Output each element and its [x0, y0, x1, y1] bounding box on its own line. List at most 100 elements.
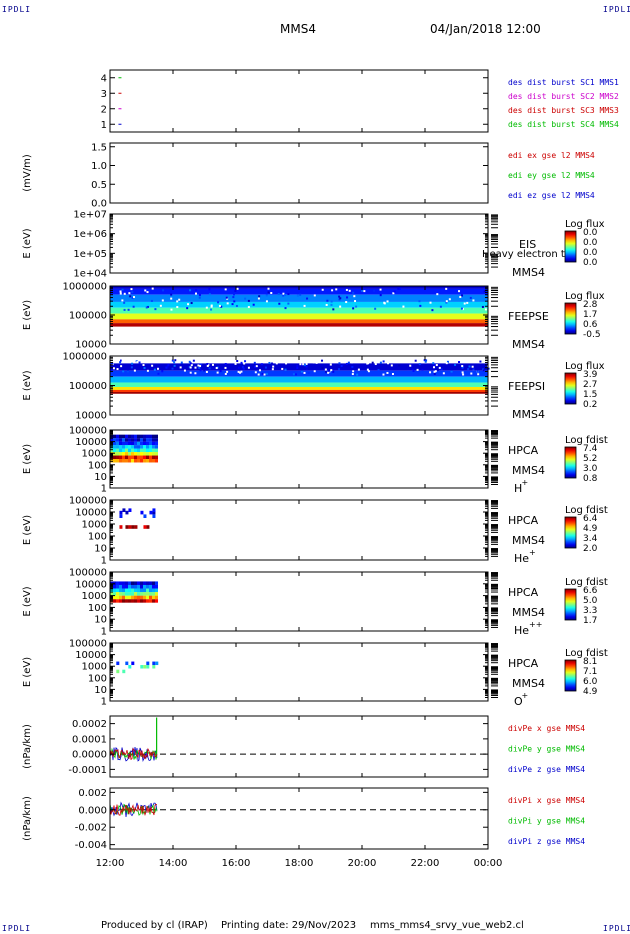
heatmap-speckle: [435, 364, 438, 367]
spacecraft-title: MMS4: [280, 22, 316, 36]
spacecraft-label: MMS4: [512, 677, 545, 690]
y-tick-label: 10: [94, 685, 107, 696]
corner-label-bottom-left: IPDLI: [2, 924, 32, 933]
heatmap-speckle: [412, 369, 415, 372]
heatmap-speckle: [470, 372, 473, 375]
colorbar-label: 8.1: [583, 657, 597, 667]
species-label: He: [514, 552, 529, 565]
heatmap-cell: [134, 588, 137, 593]
y-tick-label: 100: [88, 603, 107, 614]
heatmap-speckle: [351, 365, 354, 368]
heatmap-speckle: [471, 365, 474, 368]
heatmap-speckle: [386, 371, 389, 374]
heatmap-cell: [113, 588, 116, 593]
heatmap-speckle: [363, 290, 366, 293]
heatmap-speckle: [121, 299, 124, 302]
heatmap-speckle: [244, 360, 247, 363]
heatmap-cell: [152, 448, 155, 453]
colorbar-title: Log flux: [565, 361, 605, 372]
heatmap-speckle: [240, 361, 243, 364]
heatmap-speckle: [386, 300, 389, 303]
colorbar-label: 6.4: [583, 514, 598, 524]
legend-entry: edi ez gse l2 MMS4: [508, 191, 595, 200]
colorbar-label: 0.0: [583, 248, 598, 258]
heatmap-cell: [155, 455, 158, 459]
x-tick-label: 18:00: [285, 858, 314, 869]
heatmap-speckle: [393, 290, 396, 293]
heatmap-speckle: [267, 291, 270, 294]
heatmap-cell: [113, 584, 116, 589]
heatmap-speckle: [468, 365, 471, 368]
heatmap-cell: [143, 459, 146, 463]
heatmap-cell: [128, 595, 131, 600]
heatmap-speckle: [242, 367, 245, 370]
heatmap-speckle: [126, 370, 129, 373]
y-tick-label: 1000: [82, 449, 107, 460]
heatmap-cell: [137, 588, 140, 593]
panel-divpi: 0.002 0.000 -0.002 -0.004 (nPa/km) divPi x gs…: [22, 787, 585, 851]
y-tick-label: 2: [101, 104, 107, 115]
colorbar-title: Log fdist: [565, 435, 608, 446]
heatmap-speckle: [176, 300, 179, 303]
heatmap-cell: [137, 438, 140, 442]
species-charge: +: [522, 691, 529, 700]
heatmap-cell: [137, 455, 140, 459]
heatmap-speckle: [226, 302, 229, 305]
heatmap-speckle: [416, 368, 419, 371]
heatmap-cell: [125, 452, 128, 456]
heatmap-speckle: [303, 304, 306, 307]
heatmap-speckle: [176, 306, 179, 309]
panel-feepsi: 1000000 100000 10000 E (eV) FEEPSI MMS4 Log fl…: [22, 352, 605, 422]
heatmap-speckle: [130, 288, 133, 291]
heatmap-cell: [116, 599, 119, 603]
heatmap-cell: [116, 588, 119, 593]
heatmap-speckle: [138, 361, 141, 364]
heatmap-cell: [125, 510, 129, 515]
heatmap-cell: [155, 434, 158, 439]
heatmap-speckle: [240, 370, 243, 373]
heatmap-cells: [110, 434, 158, 463]
y-tick-label: 0.0: [91, 199, 107, 210]
heatmap-cell: [152, 438, 155, 442]
colorbar-label: 4.9: [583, 524, 598, 534]
colorbar-label: 5.2: [583, 454, 597, 464]
heatmap-speckle: [436, 368, 439, 371]
heatmap-cell: [152, 514, 156, 518]
heatmap-speckle: [206, 364, 209, 367]
heatmap-cell: [113, 459, 116, 463]
heatmap-cell: [137, 452, 140, 456]
heatmap-cell: [155, 438, 158, 442]
heatmap-speckle: [232, 296, 235, 299]
heatmap-speckle: [330, 300, 333, 303]
y-tick-label: 10: [94, 544, 107, 555]
heatmap-speckle: [382, 373, 385, 376]
heatmap-cell: [146, 452, 149, 456]
colorbar-title: Log fdist: [565, 577, 608, 588]
panel-overlay-text: Heavy electron to: [482, 249, 571, 260]
heatmap-cell: [134, 584, 137, 589]
corner-label-top-right: IPDLI: [603, 5, 630, 14]
heatmap-cell: [152, 510, 156, 515]
heatmap-cell: [152, 508, 156, 512]
legend-entry: divPe y gse MMS4: [508, 745, 585, 754]
heatmap-speckle: [398, 364, 401, 367]
heatmap-speckle: [215, 367, 218, 370]
heatmap-cell: [131, 581, 134, 585]
heatmap-cell: [128, 584, 131, 589]
heatmap-speckle: [330, 369, 333, 372]
heatmap-cell: [131, 459, 134, 463]
heatmap-speckle: [433, 364, 436, 367]
y-tick-label: 1: [101, 697, 107, 708]
heatmap-speckle: [189, 289, 192, 292]
heatmap-cell: [128, 452, 131, 456]
heatmap-speckle: [345, 362, 348, 365]
spacecraft-label: MMS4: [512, 338, 545, 351]
heatmap-cell: [128, 459, 131, 463]
heatmap-cell: [131, 445, 134, 449]
heatmap-cell: [131, 455, 134, 459]
footer-script-name: mms_mms4_srvy_vue_web2.cl: [370, 920, 524, 931]
instrument-label: HPCA: [508, 586, 539, 599]
colorbar-label: 1.7: [583, 616, 597, 626]
heatmap-cell: [152, 441, 155, 446]
